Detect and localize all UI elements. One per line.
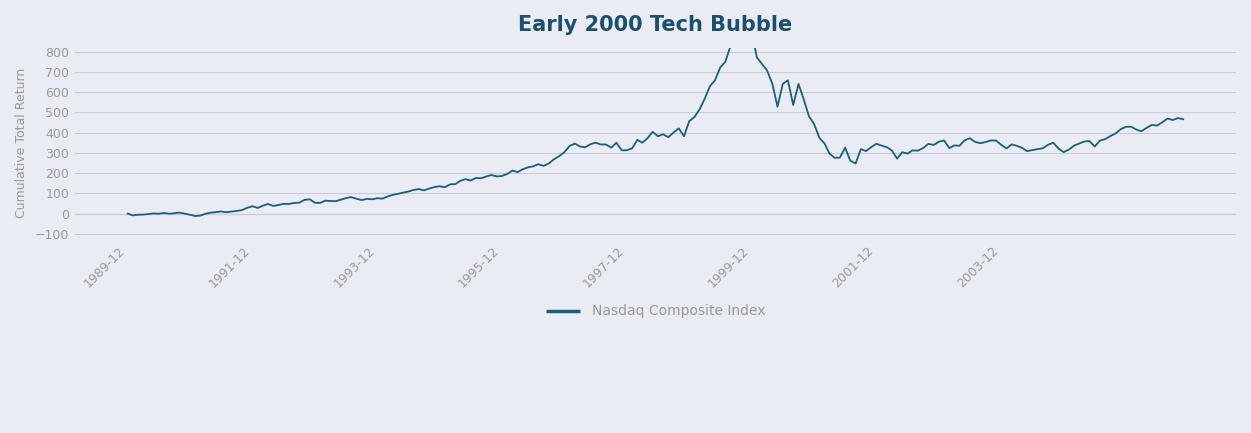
Y-axis label: Cumulative Total Return: Cumulative Total Return [15, 68, 28, 218]
Title: Early 2000 Tech Bubble: Early 2000 Tech Bubble [518, 15, 793, 35]
Legend: Nasdaq Composite Index: Nasdaq Composite Index [540, 299, 771, 324]
